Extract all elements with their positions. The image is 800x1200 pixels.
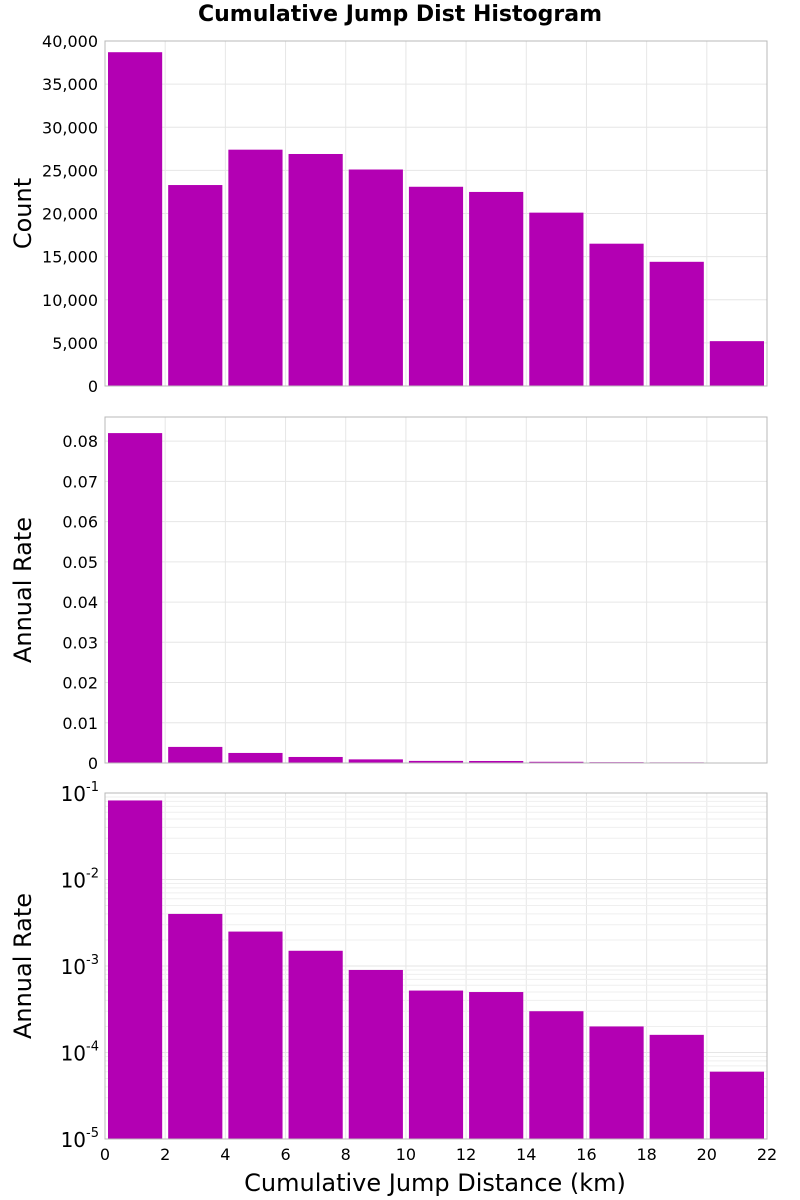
histogram-bar xyxy=(529,1011,584,1139)
histogram-bar xyxy=(348,759,403,763)
x-tick-label: 16 xyxy=(576,1145,596,1164)
histogram-bar xyxy=(408,186,464,386)
x-tick-label: 10 xyxy=(396,1145,416,1164)
y-tick-label: 20,000 xyxy=(42,205,98,224)
y-tick-base: 10 xyxy=(61,1042,86,1066)
y-tick-label: 0.05 xyxy=(62,553,98,572)
y-tick-label: 0.01 xyxy=(62,714,98,733)
x-tick-label: 8 xyxy=(341,1145,351,1164)
y-tick-label: 0 xyxy=(88,377,98,396)
y-tick-label: 0.02 xyxy=(62,674,98,693)
histogram-bar xyxy=(288,153,343,386)
y-tick-label: 0.08 xyxy=(62,432,98,451)
x-tick-label: 0 xyxy=(100,1145,110,1164)
y-tick-exponent: -3 xyxy=(86,953,99,968)
histogram-bar xyxy=(228,752,283,763)
panel-2: 0 0.01 0.02 0.03 0.04 0.05 0.06 0.07 0.08 Annual … xyxy=(9,416,768,773)
y-tick-label: 0 xyxy=(88,754,98,773)
histogram-bar xyxy=(589,243,644,386)
plot-frame xyxy=(104,416,768,764)
histogram-bar xyxy=(408,990,464,1139)
histogram-bar xyxy=(348,169,403,386)
x-axis-ticks: 0 2 4 6 8 10 12 14 16 18 20 22 xyxy=(100,1145,777,1164)
y-tick-label: 10-4 xyxy=(61,1040,99,1066)
histogram-bar xyxy=(469,191,524,386)
histogram-bar xyxy=(228,149,283,386)
y-tick-label: 10-5 xyxy=(61,1126,99,1152)
x-tick-label: 12 xyxy=(456,1145,476,1164)
x-tick-label: 18 xyxy=(636,1145,656,1164)
y-tick-label: 15,000 xyxy=(42,248,98,267)
y-tick-label: 10-2 xyxy=(61,867,99,893)
histogram-bar xyxy=(529,212,584,386)
y-tick-label: 0.04 xyxy=(62,593,98,612)
histogram-bar xyxy=(649,261,704,386)
histogram-bar xyxy=(709,1071,764,1139)
y-tick-base: 10 xyxy=(61,869,86,893)
y-tick-exponent: -1 xyxy=(86,780,99,795)
x-tick-label: 6 xyxy=(280,1145,290,1164)
histogram-bar xyxy=(469,760,524,763)
histogram-bar xyxy=(529,761,584,763)
histogram-bar xyxy=(228,931,283,1139)
x-tick-label: 22 xyxy=(757,1145,777,1164)
x-tick-label: 14 xyxy=(516,1145,536,1164)
y-axis-label: Annual Rate xyxy=(9,893,37,1039)
y-tick-label: 30,000 xyxy=(42,118,98,137)
histogram-bar xyxy=(288,950,343,1139)
y-tick-label: 10,000 xyxy=(42,291,98,310)
histogram-bar xyxy=(168,185,223,386)
x-tick-label: 2 xyxy=(160,1145,170,1164)
y-tick-label: 10-3 xyxy=(61,953,99,979)
plot-frame xyxy=(104,792,768,1140)
histogram-bar xyxy=(348,969,403,1139)
histogram-bar xyxy=(649,1034,704,1139)
y-tick-label: 25,000 xyxy=(42,161,98,180)
histogram-bar xyxy=(288,756,343,763)
histogram-bar xyxy=(709,341,764,386)
y-tick-label: 0.07 xyxy=(62,472,98,491)
y-tick-exponent: -4 xyxy=(86,1040,99,1055)
y-tick-exponent: -5 xyxy=(86,1126,99,1141)
y-axis-label: Annual Rate xyxy=(9,517,37,663)
y-tick-label: 5,000 xyxy=(52,334,98,353)
y-tick-base: 10 xyxy=(61,955,86,979)
plot-frame xyxy=(104,40,768,387)
x-tick-label: 20 xyxy=(697,1145,717,1164)
y-axis-label: Count xyxy=(9,178,37,249)
y-tick-label: 0.06 xyxy=(62,513,98,532)
y-tick-label: 10-1 xyxy=(61,780,99,806)
y-tick-base: 10 xyxy=(61,782,86,806)
histogram-bar xyxy=(589,1026,644,1139)
x-tick-label: 4 xyxy=(220,1145,230,1164)
histogram-bar xyxy=(168,913,223,1139)
y-tick-base: 10 xyxy=(61,1128,86,1152)
histogram-bar xyxy=(108,800,163,1139)
x-axis-label: Cumulative Jump Distance (km) xyxy=(244,1169,626,1197)
histogram-bar xyxy=(408,760,464,763)
histogram-bar xyxy=(108,52,163,387)
histogram-bar xyxy=(469,992,524,1139)
histogram-bar xyxy=(108,433,163,763)
y-tick-label: 35,000 xyxy=(42,75,98,94)
histogram-bar xyxy=(168,746,223,763)
y-tick-label: 0.03 xyxy=(62,633,98,652)
panel-1: 0 5,000 10,000 15,000 20,000 25,000 30,000 35,0… xyxy=(9,32,768,396)
chart-title: Cumulative Jump Dist Histogram xyxy=(197,2,603,27)
y-tick-exponent: -2 xyxy=(86,867,99,882)
y-tick-label: 40,000 xyxy=(42,32,98,51)
